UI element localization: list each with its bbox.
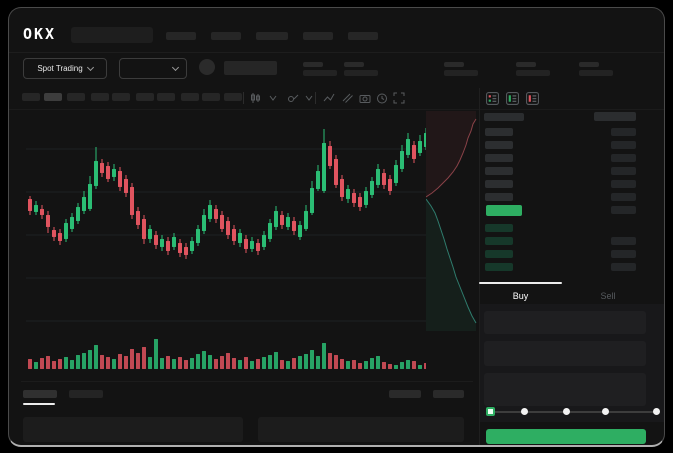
bottom-action-placeholder-1[interactable] [433, 390, 464, 398]
orderbook-col-header-price [484, 113, 524, 121]
slider-stop-2[interactable] [563, 408, 570, 415]
okx-logo: OKX [23, 25, 57, 43]
candle-style-icon[interactable] [249, 92, 261, 104]
book-asks-icon[interactable] [526, 92, 539, 105]
chart-bottom-divider [21, 381, 473, 382]
pair-dropdown[interactable] [119, 58, 187, 79]
bottom-action-placeholder-0[interactable] [389, 390, 421, 398]
timeframe-button-3[interactable] [91, 93, 109, 101]
bottom-tab-placeholder-1[interactable] [69, 390, 103, 398]
bottom-tab-underline [23, 403, 55, 405]
buy-tab-underline [479, 282, 562, 284]
market-type-label: Spot Trading [37, 64, 83, 73]
stat-label-placeholder-4 [579, 62, 599, 67]
amount-placeholder-1 [611, 141, 636, 149]
fullscreen-icon[interactable] [393, 92, 405, 104]
amount-placeholder-0 [611, 128, 636, 136]
bottom-tab-placeholder-0[interactable] [23, 390, 57, 398]
amount-placeholder-5 [611, 193, 636, 201]
bid-amount-placeholder-1 [611, 250, 636, 258]
stat-value-placeholder-1 [344, 70, 378, 76]
bid-price-placeholder-2[interactable] [485, 250, 513, 258]
ask-price-placeholder-5[interactable] [485, 193, 513, 201]
clock-icon[interactable] [376, 92, 388, 104]
buy-submit-button[interactable] [486, 429, 646, 444]
nav-item-placeholder-0[interactable] [166, 32, 196, 40]
book-combined-icon[interactable] [486, 92, 499, 105]
amount-placeholder-6 [611, 206, 636, 214]
bid-amount-placeholder-2 [611, 263, 636, 271]
header-divider [9, 52, 664, 53]
amount-placeholder-3 [611, 167, 636, 175]
order-input-placeholder-2[interactable] [484, 373, 646, 406]
timeframe-button-5[interactable] [136, 93, 154, 101]
candlestick-chart[interactable] [26, 111, 426, 379]
ask-price-placeholder-1[interactable] [485, 141, 513, 149]
timeframe-button-0[interactable] [22, 93, 40, 101]
app-window: OKX Spot Trading Buy Sell [8, 7, 665, 447]
tab-sell[interactable]: Sell [600, 291, 616, 301]
camera-icon[interactable] [359, 92, 371, 104]
nav-item-placeholder-4[interactable] [348, 32, 378, 40]
stat-value-placeholder-2 [444, 70, 478, 76]
stat-value-placeholder-0 [303, 70, 337, 76]
market-type-dropdown[interactable]: Spot Trading [23, 58, 107, 79]
chevron-down-icon [171, 63, 180, 71]
ask-price-placeholder-2[interactable] [485, 154, 513, 162]
timeframe-button-7[interactable] [181, 93, 199, 101]
pair-name-placeholder [224, 61, 277, 75]
line-tool-icon[interactable] [323, 92, 335, 104]
slider-stop-3[interactable] [602, 408, 609, 415]
ask-price-placeholder-3[interactable] [485, 167, 513, 175]
timeframe-button-1[interactable] [44, 93, 62, 101]
stat-value-placeholder-4 [579, 70, 613, 76]
stat-label-placeholder-2 [444, 62, 464, 67]
chevron-down-icon[interactable] [303, 92, 315, 104]
amount-placeholder-2 [611, 154, 636, 162]
toolbar-separator [315, 92, 316, 104]
bid-amount-placeholder-0 [611, 237, 636, 245]
depth-chart[interactable] [426, 111, 479, 331]
timeframe-button-4[interactable] [112, 93, 130, 101]
order-input-placeholder-1[interactable] [484, 341, 646, 366]
ask-price-placeholder-4[interactable] [485, 180, 513, 188]
timeframe-button-9[interactable] [224, 93, 242, 101]
timeframe-button-2[interactable] [67, 93, 85, 101]
draw-tool-icon[interactable] [341, 92, 353, 104]
order-input-placeholder-0[interactable] [484, 311, 646, 334]
slider-handle[interactable] [486, 407, 495, 416]
timeframe-button-6[interactable] [157, 93, 175, 101]
orderbook-col-header-amount [594, 112, 636, 121]
bid-price-placeholder-3[interactable] [485, 263, 513, 271]
nav-item-placeholder-1[interactable] [211, 32, 241, 40]
toolbar-divider [9, 109, 664, 110]
bottom-panel-placeholder-1 [258, 417, 464, 442]
indicator-icon[interactable] [287, 92, 299, 104]
stat-value-placeholder-3 [516, 70, 550, 76]
bottom-panel-placeholder-0 [23, 417, 243, 442]
chevron-down-icon[interactable] [267, 92, 279, 104]
amount-placeholder-4 [611, 180, 636, 188]
stat-label-placeholder-1 [344, 62, 364, 67]
slider-stop-1[interactable] [521, 408, 528, 415]
slider-stop-4[interactable] [653, 408, 660, 415]
last-price-banner [486, 205, 522, 216]
stat-label-placeholder-3 [516, 62, 536, 67]
amount-slider-track[interactable] [490, 411, 656, 413]
nav-item-placeholder-2[interactable] [256, 32, 288, 40]
bid-price-placeholder-0[interactable] [485, 224, 513, 232]
bid-price-placeholder-1[interactable] [485, 237, 513, 245]
nav-item-placeholder-3[interactable] [303, 32, 333, 40]
coin-avatar [199, 59, 215, 75]
timeframe-button-8[interactable] [202, 93, 220, 101]
tab-buy[interactable]: Buy [512, 291, 529, 301]
stat-label-placeholder-0 [303, 62, 323, 67]
orderbook-divider [479, 88, 480, 445]
search-bar-placeholder[interactable] [71, 27, 153, 43]
toolbar-separator [243, 92, 244, 104]
ask-price-placeholder-0[interactable] [485, 128, 513, 136]
book-bids-icon[interactable] [506, 92, 519, 105]
chevron-down-icon [86, 63, 94, 71]
